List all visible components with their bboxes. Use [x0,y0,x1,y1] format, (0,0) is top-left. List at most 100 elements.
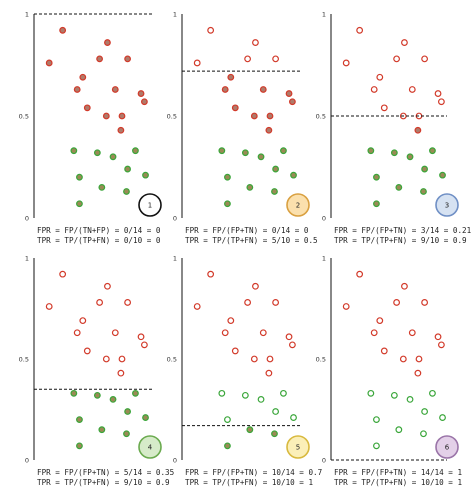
data-point-positive [406,153,414,161]
data-point-negative [252,39,259,46]
y-tick-label: 1 [173,255,177,263]
y-tick-label: 1 [25,11,29,19]
data-point-negative [118,112,126,120]
data-point-negative [438,341,445,349]
data-point-negative [244,299,252,306]
data-point-positive [76,442,83,450]
data-point-negative [401,282,408,290]
data-point-positive [290,171,297,179]
data-point-negative [342,303,350,310]
data-point-positive [390,391,398,399]
data-point-negative [221,329,229,337]
y-tick-label: 0.5 [316,356,326,364]
data-point-negative [111,86,119,93]
tpr-caption: TPR = TP/(TP+FN) = 9/10 = 0.9 [37,478,170,487]
data-point-negative [45,303,53,310]
data-point-positive [93,149,101,157]
panel-number-badge [138,435,162,459]
data-point-negative [140,341,148,349]
data-point-positive [70,147,78,155]
data-point-negative [193,59,201,67]
data-point-negative [118,355,126,363]
data-point-positive [123,430,130,438]
data-point-negative [59,270,67,278]
data-point-negative [401,39,408,46]
panel-number-badge [435,193,459,217]
data-point-negative [59,26,67,34]
panel-number-label: 1 [148,202,152,210]
panel-number-badge [138,193,162,217]
data-point-negative [266,355,274,363]
panel-number-badge [286,193,310,217]
fpr-caption: FPR = FP/(FP+TN) = 5/14 = 0.35 [37,468,174,477]
data-point-negative [231,347,239,355]
data-point-negative [285,333,293,341]
data-point-positive [224,200,231,208]
data-point-positive [98,183,106,191]
panel-number-label: 5 [296,444,300,452]
data-point-negative [414,369,422,377]
data-point-negative [124,299,131,306]
data-point-negative [104,39,111,46]
data-point-positive [373,416,380,424]
y-tick-label: 0.5 [19,356,29,364]
data-point-negative [289,98,296,106]
data-point-negative [117,126,125,134]
y-tick-label: 0 [25,457,29,465]
data-point-positive [257,153,265,161]
data-point-negative [272,55,280,63]
data-point-negative [408,86,416,93]
data-point-positive [142,414,149,421]
y-tick-label: 0.5 [19,113,29,121]
y-tick-label: 0 [173,215,177,223]
data-point-positive [272,165,280,173]
data-point-positive [421,165,429,173]
data-point-positive [109,396,117,403]
data-point-negative [265,369,273,377]
y-tick-label: 0 [322,457,326,465]
data-point-negative [376,317,384,325]
data-point-negative [207,270,215,278]
data-point-negative [73,329,81,337]
data-point-positive [373,442,380,450]
data-point-negative [434,90,442,97]
data-point-positive [272,408,280,415]
data-point-positive [420,188,427,195]
data-point-positive [395,183,403,191]
data-point-negative [102,355,110,363]
y-tick-label: 0.5 [167,113,177,121]
data-point-positive [93,391,101,399]
fpr-caption: FPR = FP/(FP+TN) = 3/14 = 0.21 [334,226,472,235]
data-point-positive [406,396,414,403]
data-point-negative [102,112,110,120]
data-point-positive [429,389,436,397]
data-point-positive [241,391,249,399]
data-point-negative [83,347,91,355]
fpr-caption: FPR = FP/(FP+TN) = 10/14 = 0.7 [185,468,322,477]
data-point-negative [117,369,125,377]
y-tick-label: 1 [322,11,326,19]
y-tick-label: 1 [25,255,29,263]
y-tick-label: 0 [322,215,326,223]
data-point-negative [111,329,119,337]
data-point-negative [96,299,103,306]
panel-number-label: 6 [445,444,450,452]
panel-number-label: 4 [148,444,153,452]
data-point-negative [393,55,401,63]
data-point-negative [259,86,267,93]
tpr-caption: TPR = TP/(TP+FN) = 5/10 = 0.5 [185,236,318,245]
data-point-positive [246,426,254,434]
data-point-negative [252,282,259,290]
data-point-negative [414,126,422,134]
data-point-negative [421,55,429,63]
y-tick-label: 0.5 [167,356,177,364]
data-point-positive [109,153,117,161]
data-point-negative [137,333,145,341]
data-point-positive [124,165,131,173]
data-point-negative [227,317,235,325]
data-point-positive [70,389,78,397]
tpr-caption: TPR = TP/(TP+FN) = 0/10 = 0 [37,236,161,245]
data-point-negative [370,329,378,337]
data-point-negative [393,299,401,306]
